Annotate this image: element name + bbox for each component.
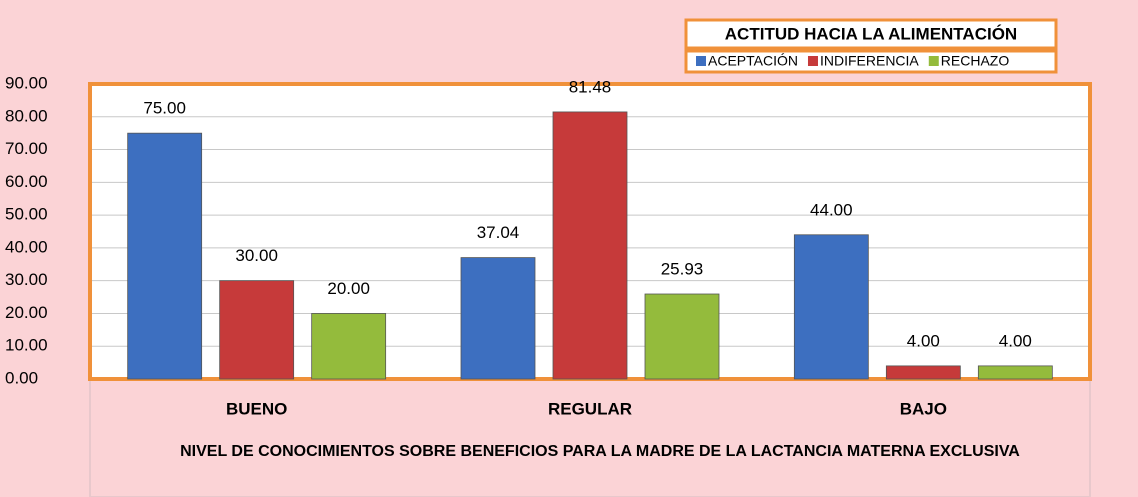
x-tick-label: BAJO [900,399,947,418]
data-label: 37.04 [477,223,520,242]
legend-box [684,49,1058,74]
bar [977,365,1053,380]
data-label: 4.00 [907,331,940,350]
bar [127,132,203,380]
legend-title: ACTITUD HACIA LA ALIMENTACIÓN [725,24,1017,43]
legend-swatch [807,56,818,66]
y-tick-label: 10.00 [5,336,48,355]
x-tick-label: REGULAR [548,399,632,418]
category-box [89,378,1091,497]
data-label: 4.00 [999,331,1032,350]
legend-swatch [928,56,939,66]
y-tick-label: 20.00 [5,303,48,322]
data-label: 75.00 [143,99,186,118]
legend-label: RECHAZO [941,53,1010,69]
bar [644,293,720,380]
y-tick-label: 70.00 [5,139,48,158]
x-tick-label: BUENO [226,399,287,418]
bar [793,234,869,380]
data-label: 20.00 [327,279,370,298]
y-tick-label: 80.00 [5,106,48,125]
y-tick-label: 50.00 [5,205,48,224]
y-tick-label: 90.00 [5,73,48,92]
bar [460,257,536,380]
y-tick-label: 60.00 [5,172,48,191]
bar [219,280,295,380]
legend-label: ACEPTACIÓN [708,53,798,69]
legend-label: INDIFERENCIA [820,53,919,69]
y-tick-label: 40.00 [5,237,48,256]
data-label: 30.00 [235,246,278,265]
y-tick-label: 30.00 [5,270,48,289]
bar [311,313,387,380]
x-axis-label: NIVEL DE CONOCIMIENTOS SOBRE BENEFICIOS … [180,443,1020,460]
legend-swatch [696,56,706,66]
legend-title-box [684,18,1058,50]
bar [885,365,961,380]
data-label: 81.48 [569,77,612,96]
data-label: 25.93 [661,259,704,278]
y-tick-label: 0.00 [5,368,38,387]
bar [552,111,628,380]
data-label: 44.00 [810,200,853,219]
